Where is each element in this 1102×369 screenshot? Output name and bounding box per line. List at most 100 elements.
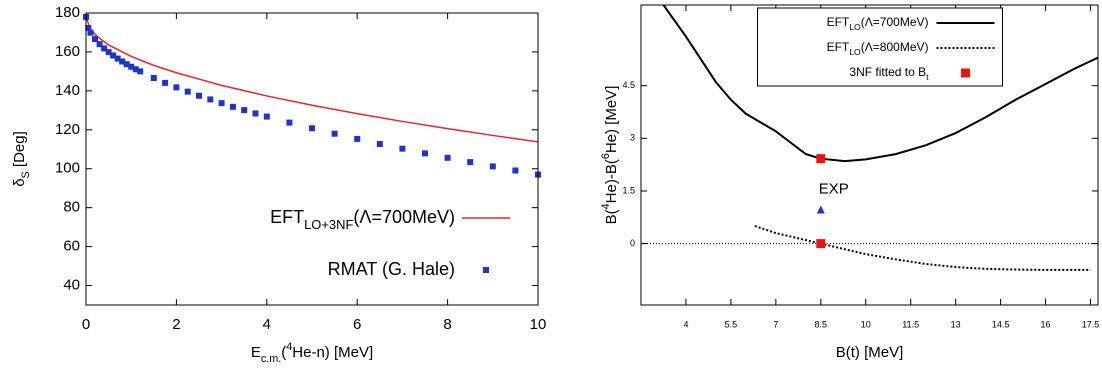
- text-part: B(t) [MeV]: [836, 344, 904, 361]
- text-part: He)-B(: [603, 159, 620, 203]
- data-point: [150, 75, 157, 82]
- text-part: 6: [600, 153, 612, 159]
- data-point: [241, 107, 248, 114]
- y-tick-label: 1.5: [622, 185, 635, 195]
- x-tick-label: 5.5: [725, 319, 738, 329]
- data-point: [123, 61, 130, 68]
- x-tick-label: 17.5: [1082, 319, 1100, 329]
- y-tick-label: 0: [630, 238, 635, 248]
- data-point: [137, 68, 144, 75]
- x-tick-label: 0: [82, 316, 90, 333]
- data-point: [816, 239, 826, 249]
- y-tick-label: 4.5: [622, 80, 635, 90]
- data-point: [128, 63, 135, 70]
- data-point: [309, 125, 315, 132]
- text-part: He) [MeV]: [603, 86, 620, 154]
- data-point: [101, 45, 108, 52]
- data-point: [286, 119, 293, 126]
- series-line: [754, 225, 1091, 271]
- legend-swatch: [483, 267, 489, 273]
- data-point: [162, 79, 169, 86]
- data-point: [422, 150, 428, 157]
- data-point: [399, 145, 406, 152]
- text-part: (Λ=800MeV): [861, 40, 929, 54]
- plot-frame: [640, 4, 1099, 306]
- data-point: [184, 88, 191, 95]
- x-axis-label: B(t) [MeV]: [836, 344, 904, 361]
- x-tick-label: 16: [1041, 319, 1051, 329]
- x-tick-label: 13: [951, 319, 961, 329]
- text-part: S: [20, 171, 32, 178]
- legend-label: 3NF fitted to Bt: [849, 65, 929, 82]
- x-tick-label: 4: [683, 319, 688, 329]
- text-part: (Λ=700MeV): [861, 15, 929, 29]
- data-point: [132, 66, 139, 73]
- text-part: δ: [11, 178, 28, 186]
- text-part: LO: [849, 47, 861, 57]
- x-tick-label: 4: [263, 316, 271, 333]
- data-point: [173, 84, 180, 91]
- text-part: EFT: [827, 40, 850, 54]
- text-part: 3NF fitted to B: [849, 65, 926, 79]
- text-part: [Deg]: [11, 131, 28, 171]
- annotation-marker: [816, 205, 825, 214]
- data-point: [354, 135, 361, 142]
- data-point: [489, 163, 496, 170]
- data-point: [229, 103, 236, 110]
- data-point: [105, 49, 112, 56]
- text-part: LO+3NF: [304, 217, 353, 232]
- y-tick-label: 40: [63, 277, 80, 294]
- text-part: EFT: [827, 15, 850, 29]
- legend-label: RMAT (G. Hale): [328, 259, 455, 279]
- y-tick-label: 120: [55, 121, 80, 138]
- text-part: (: [281, 344, 286, 361]
- data-point: [218, 100, 225, 107]
- y-axis-label: δS [Deg]: [11, 131, 32, 187]
- y-tick-label: 140: [55, 82, 80, 99]
- text-part: 4: [600, 203, 612, 209]
- x-tick-label: 10: [530, 316, 547, 333]
- text-part: E: [251, 344, 261, 361]
- plot-frame: [85, 12, 539, 306]
- y-tick-label: 100: [55, 160, 80, 177]
- data-point: [467, 159, 474, 166]
- y-tick-label: 3: [630, 133, 635, 143]
- series-line: [86, 16, 538, 143]
- data-point: [92, 36, 99, 43]
- y-tick-label: 180: [55, 4, 80, 21]
- annotation-label: EXP: [819, 181, 849, 198]
- text-part: 4: [286, 341, 292, 353]
- text-part: LO: [849, 22, 861, 32]
- data-point: [263, 113, 270, 120]
- data-point: [119, 58, 126, 65]
- x-tick-label: 6: [353, 316, 361, 333]
- x-tick-label: 10: [861, 319, 871, 329]
- x-tick-label: 2: [172, 316, 180, 333]
- x-tick-label: 7: [773, 319, 778, 329]
- text-part: He-n) [MeV]: [292, 344, 373, 361]
- data-point: [816, 154, 826, 164]
- legend-swatch: [961, 68, 970, 78]
- data-point: [376, 141, 383, 148]
- data-point: [85, 24, 92, 31]
- data-point: [87, 29, 94, 36]
- data-point: [110, 52, 117, 59]
- text-part: EFT: [270, 207, 304, 227]
- data-point: [444, 154, 451, 161]
- y-axis-label: B(4He)-B(6He) [MeV]: [600, 86, 620, 225]
- data-point: [252, 110, 259, 117]
- text-part: B(: [603, 209, 620, 224]
- x-tick-label: 11.5: [902, 319, 919, 329]
- text-part: RMAT (G. Hale): [328, 259, 455, 279]
- data-point: [96, 41, 103, 48]
- legend-label: EFTLO(Λ=800MeV): [827, 40, 929, 57]
- y-tick-label: 160: [55, 43, 80, 60]
- data-point: [207, 96, 214, 103]
- data-point: [196, 92, 202, 99]
- legend-label: EFTLO(Λ=700MeV): [827, 15, 929, 32]
- series-line: [662, 5, 1098, 163]
- y-tick-label: 60: [63, 238, 80, 255]
- x-tick-label: 8: [443, 316, 451, 333]
- text-part: c.m.: [261, 353, 281, 365]
